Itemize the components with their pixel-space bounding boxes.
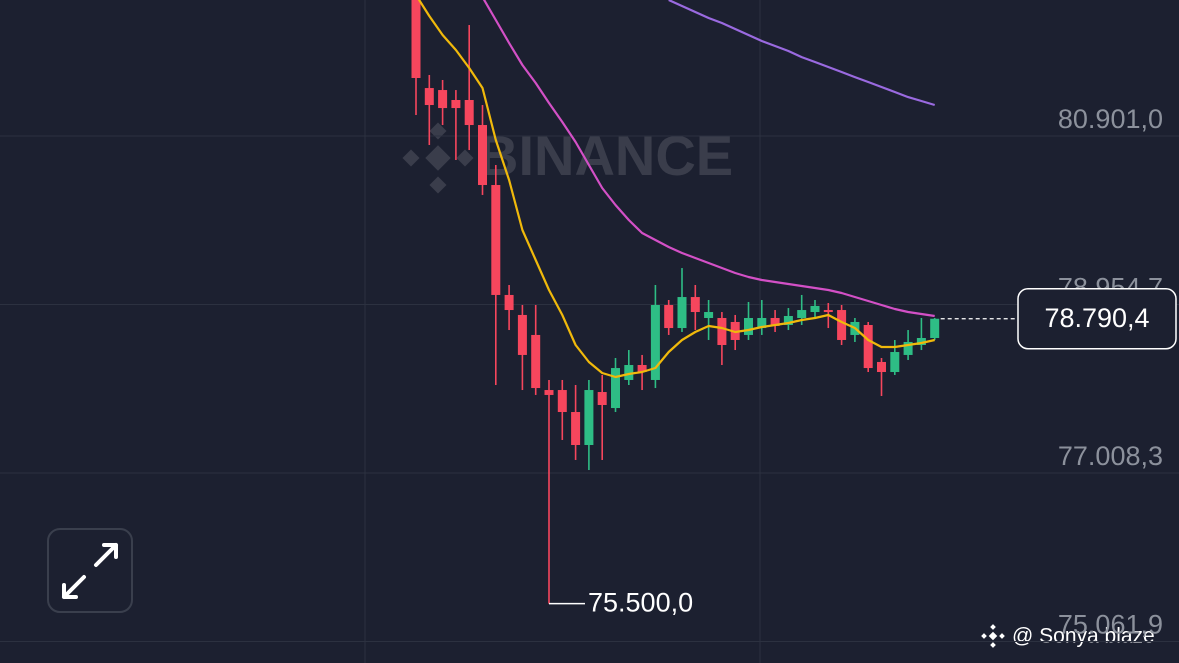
candle-body (451, 99, 461, 109)
candle-body (704, 312, 714, 318)
candle-body (584, 390, 594, 446)
candle-body (491, 185, 501, 295)
candle-body (517, 314, 527, 355)
y-tick-label: 80.901,0 (1058, 104, 1163, 134)
y-tick-label: 77.008,3 (1058, 441, 1163, 471)
candle-body (770, 317, 780, 326)
candle-body (531, 334, 541, 389)
candle-body (424, 88, 434, 106)
candle-body (637, 365, 647, 373)
candle-body (504, 294, 514, 311)
expand-icon[interactable] (62, 543, 118, 599)
candle-body (664, 305, 674, 329)
moving-average-line (668, 0, 936, 107)
candle-body (411, 0, 421, 79)
candle-body (783, 316, 793, 326)
candle-body (903, 341, 913, 355)
watermark-text: BINANCE (478, 124, 733, 187)
candle-body (677, 297, 687, 329)
moving-average-line (482, 0, 935, 318)
candle-body (611, 368, 620, 409)
candle-body (464, 99, 474, 126)
candle-body (650, 305, 660, 380)
candle-body (837, 310, 847, 340)
candle-body (930, 318, 940, 338)
candle-body (544, 390, 554, 395)
last-price-label: 78.790,4 (1044, 303, 1149, 333)
expand-button-frame[interactable] (47, 528, 133, 613)
candle-body (438, 90, 448, 109)
candle-body (624, 365, 634, 380)
candle-body (690, 297, 700, 313)
moving-average-line (417, 0, 935, 379)
candle-body (863, 325, 873, 369)
candle-body (571, 412, 581, 446)
candle-body (890, 352, 900, 373)
candle-body (557, 390, 567, 413)
y-tick-label: 75.061,9 (1058, 610, 1163, 640)
candle-body (478, 125, 487, 186)
candle-body (717, 317, 727, 346)
candle-body (757, 317, 767, 329)
candle-body (797, 310, 807, 318)
candle-body (823, 310, 833, 313)
candle-body (916, 337, 926, 346)
expand-button[interactable] (47, 528, 133, 613)
last-price-box (1017, 287, 1177, 350)
candle-body (744, 317, 753, 335)
grid (0, 135, 1179, 643)
candle-body (597, 392, 607, 406)
candle-body (877, 361, 886, 373)
candles (411, 0, 940, 604)
candle-body (810, 305, 820, 313)
low-marker-label: 75.500,0 (588, 588, 693, 618)
